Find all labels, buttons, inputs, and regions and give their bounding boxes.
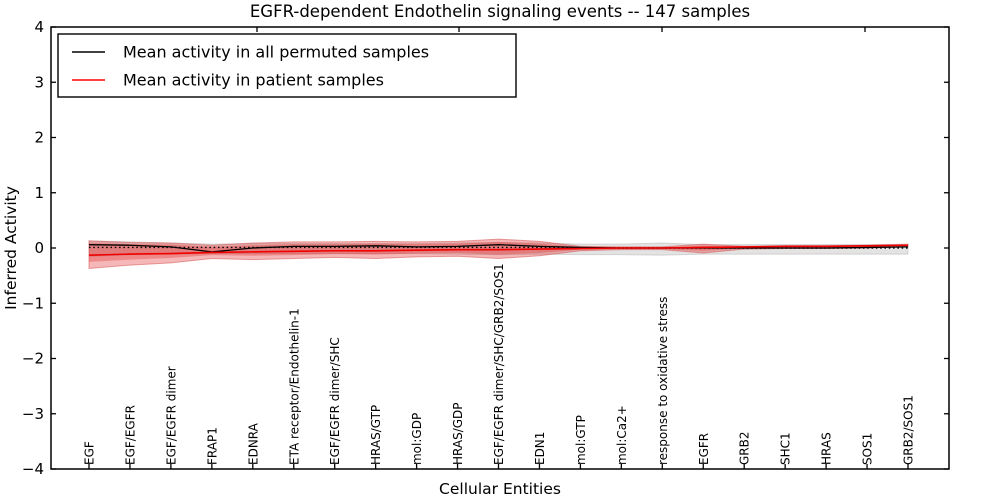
x-tick-label: GRB2 <box>738 431 752 465</box>
y-tick-label: −2 <box>22 350 44 368</box>
x-tick-label: EGF/EGFR <box>123 405 137 465</box>
x-tick-label: mol:GTP <box>574 415 588 465</box>
permuted-samples-range-band <box>88 240 909 257</box>
x-tick-label: EGFR <box>697 433 711 465</box>
baseline-dotted-line <box>89 246 908 249</box>
x-tick-label: EGF <box>83 441 97 465</box>
y-tick-label: −3 <box>22 405 44 423</box>
x-axis-label: Cellular Entities <box>439 480 561 498</box>
x-tick-label: SOS1 <box>861 433 875 465</box>
x-tick-label: response to oxidative stress <box>656 297 670 465</box>
x-tick-label: HRAS <box>820 432 834 465</box>
x-tick-label: HRAS/GTP <box>369 405 383 465</box>
x-tick-label: mol:GDP <box>410 413 424 465</box>
y-tick-label: −1 <box>22 294 44 312</box>
x-tick-label: EDNRA <box>246 422 260 465</box>
legend-label-patient: Mean activity in patient samples <box>123 71 384 90</box>
y-tick-label: 2 <box>34 129 44 147</box>
y-tick-label: 0 <box>34 239 44 257</box>
x-tick-label: EGF/EGFR dimer/SHC/GRB2/SOS1 <box>492 263 506 465</box>
legend-label-permuted: Mean activity in all permuted samples <box>123 43 429 62</box>
legend-box <box>57 33 517 98</box>
x-tick-label: SHC1 <box>779 432 793 465</box>
x-tick-label: mol:Ca2+ <box>615 405 629 465</box>
x-tick-label: ETA receptor/Endothelin-1 <box>287 308 301 465</box>
y-tick-label: 1 <box>34 184 44 202</box>
x-tick-label: EGF/EGFR dimer/SHC <box>328 337 342 465</box>
y-axis-label: Inferred Activity <box>2 186 20 310</box>
x-tick-label: EGF/EGFR dimer <box>164 366 178 465</box>
x-tick-label: HRAS/GDP <box>451 402 465 465</box>
patient-mean-line <box>88 244 909 256</box>
y-tick-label: 4 <box>34 18 44 36</box>
x-tick-label: EDN1 <box>533 432 547 465</box>
x-tick-label: FRAP1 <box>205 427 219 465</box>
chart-title: EGFR-dependent Endothelin signaling even… <box>250 2 750 21</box>
y-tick-label: 3 <box>34 73 44 91</box>
y-tick-label: −4 <box>22 460 44 478</box>
permuted-mean-line <box>88 244 909 253</box>
x-tick-label: GRB2/SOS1 <box>902 395 916 465</box>
